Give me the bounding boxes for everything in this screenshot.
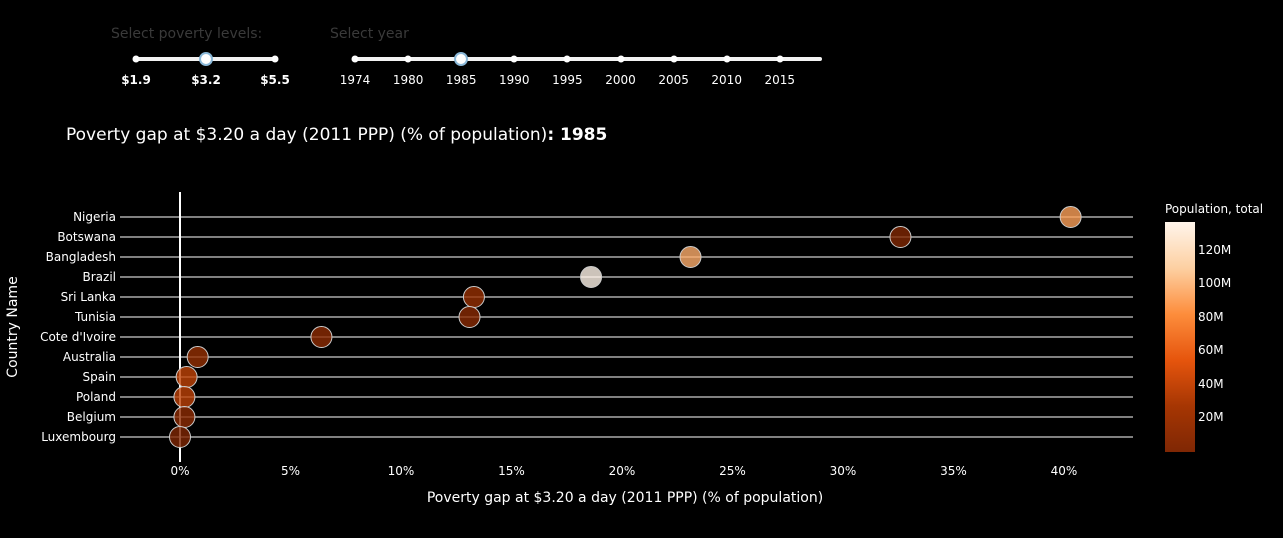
data-point	[169, 426, 191, 448]
poverty-option-5-5[interactable]	[271, 55, 279, 63]
year-option-1980[interactable]	[404, 55, 412, 63]
data-point	[173, 406, 196, 428]
data-point	[186, 346, 209, 368]
country-label: Poland	[76, 390, 116, 404]
year-option-label[interactable]: 2000	[605, 73, 636, 87]
poverty-option-label[interactable]: $1.9	[121, 73, 151, 87]
x-tick-label: 25%	[719, 464, 746, 478]
x-tick-label: 10%	[388, 464, 415, 478]
year-option-label[interactable]: 2005	[658, 73, 689, 87]
year-option-2010[interactable]	[723, 55, 731, 63]
country-label: Australia	[63, 350, 116, 364]
country-label: Bangladesh	[46, 250, 116, 264]
x-tick-label: 15%	[498, 464, 525, 478]
colorbar-tick-label: 40M	[1198, 376, 1224, 391]
colorbar-tick-label: 120M	[1198, 242, 1232, 257]
country-label: Luxembourg	[41, 430, 116, 444]
data-point	[462, 286, 485, 308]
data-point	[173, 386, 196, 408]
year-slider-track[interactable]	[353, 57, 822, 61]
year-option-label[interactable]: 1995	[552, 73, 583, 87]
year-option-label[interactable]: 1980	[392, 73, 424, 87]
poverty-slider-label: Select poverty levels:	[111, 26, 263, 42]
colorbar-tick-label: 80M	[1198, 309, 1224, 324]
colorbar-tick-label: 20M	[1198, 410, 1224, 425]
colorbar	[1165, 222, 1195, 452]
country-label: Belgium	[67, 410, 116, 424]
year-slider-label: Select year	[330, 26, 409, 42]
country-label: Spain	[82, 370, 116, 384]
country-label: Brazil	[83, 270, 117, 284]
poverty-option-label[interactable]: $5.5	[260, 73, 290, 87]
x-tick-label: 35%	[940, 464, 967, 478]
year-option-label[interactable]: 1985	[445, 73, 477, 87]
poverty-slider-handle[interactable]	[199, 52, 213, 66]
x-tick-label: 0%	[170, 464, 189, 478]
data-point	[1059, 206, 1082, 228]
year-option-1995[interactable]	[563, 55, 571, 63]
country-label: Tunisia	[74, 310, 116, 324]
year-option-2000[interactable]	[617, 55, 624, 63]
data-point	[580, 266, 603, 288]
x-tick-label: 30%	[830, 464, 857, 478]
colorbar-tick-label: 60M	[1198, 343, 1224, 358]
colorbar-title: Population, total	[1165, 202, 1264, 216]
x-tick-label: 5%	[281, 464, 300, 478]
data-point	[310, 326, 333, 348]
scatter-chart: Nigeria Botswana Bangladesh Brazil Sri Lanka…	[5, 192, 1133, 506]
year-option-label[interactable]: 2010	[711, 73, 742, 87]
year-option-1990[interactable]	[510, 55, 518, 63]
country-label: Sri Lanka	[61, 290, 116, 304]
colorbar-tick-label: 100M	[1198, 276, 1232, 291]
data-point	[679, 246, 702, 268]
x-tick-label: 20%	[609, 464, 636, 478]
poverty-option-1-9[interactable]	[132, 55, 140, 63]
year-slider-handle[interactable]	[454, 52, 469, 66]
poverty-option-label[interactable]: $3.2	[191, 73, 221, 87]
year-option-label[interactable]: 2015	[764, 73, 796, 87]
x-axis-label: Poverty gap at $3.20 a day (2011 PPP) (%…	[427, 490, 823, 506]
year-option-2015[interactable]	[776, 55, 784, 63]
x-tick-label: 40%	[1051, 464, 1078, 478]
data-point	[458, 306, 481, 328]
year-option-1974[interactable]	[351, 55, 359, 63]
data-point	[889, 226, 912, 248]
year-option-label[interactable]: 1990	[499, 73, 530, 87]
year-option-label[interactable]: 1974	[339, 73, 371, 87]
country-label: Cote d'Ivoire	[40, 330, 116, 344]
year-option-2005[interactable]	[670, 55, 678, 63]
chart-title: Poverty gap at $3.20 a day (2011 PPP) (%…	[66, 125, 608, 145]
data-point	[175, 366, 198, 388]
country-label: Botswana	[57, 230, 116, 244]
country-label: Nigeria	[73, 210, 116, 224]
y-axis-label: Country Name	[5, 276, 21, 377]
